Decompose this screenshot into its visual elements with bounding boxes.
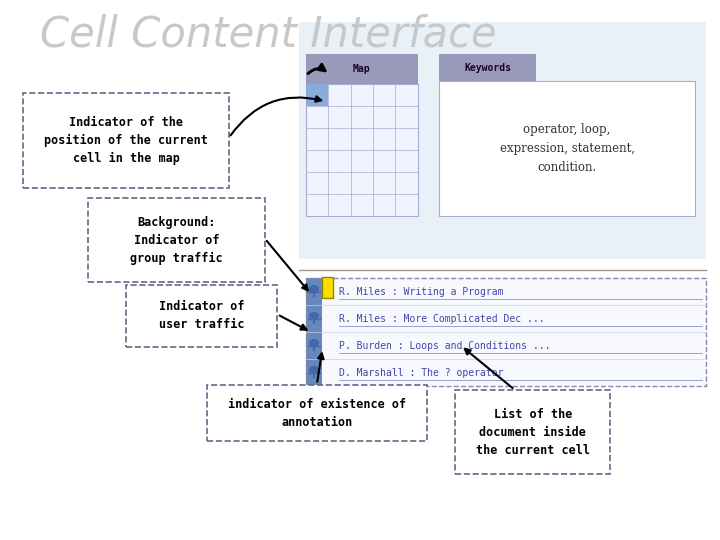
FancyBboxPatch shape (439, 54, 536, 81)
Text: P. Burden : Loops and Conditions ...: P. Burden : Loops and Conditions ... (339, 341, 551, 350)
Text: Background:
Indicator of
group traffic: Background: Indicator of group traffic (130, 215, 222, 265)
Text: Cell Content Interface: Cell Content Interface (40, 14, 496, 56)
FancyBboxPatch shape (306, 84, 328, 106)
Circle shape (310, 286, 318, 292)
FancyBboxPatch shape (207, 384, 426, 442)
Text: R. Miles : More Complicated Dec ...: R. Miles : More Complicated Dec ... (339, 314, 545, 323)
Text: Keywords: Keywords (464, 63, 511, 72)
FancyBboxPatch shape (306, 54, 418, 84)
FancyBboxPatch shape (306, 278, 322, 386)
Circle shape (310, 367, 318, 373)
Text: List of the
document inside
the current cell: List of the document inside the current … (476, 408, 590, 456)
Text: Map: Map (353, 64, 371, 74)
Circle shape (310, 340, 318, 346)
Text: R. Miles : Writing a Program: R. Miles : Writing a Program (339, 287, 503, 296)
FancyBboxPatch shape (89, 198, 265, 282)
Text: indicator of existence of
annotation: indicator of existence of annotation (228, 397, 406, 429)
FancyBboxPatch shape (126, 285, 277, 347)
Text: Indicator of
user traffic: Indicator of user traffic (159, 300, 244, 332)
FancyBboxPatch shape (23, 93, 229, 188)
FancyBboxPatch shape (306, 84, 418, 216)
Circle shape (310, 313, 318, 319)
FancyBboxPatch shape (322, 277, 333, 298)
Text: D. Marshall : The ? operator: D. Marshall : The ? operator (339, 368, 503, 377)
Text: operator, loop,
expression, statement,
condition.: operator, loop, expression, statement, c… (500, 123, 634, 174)
FancyBboxPatch shape (455, 390, 610, 474)
FancyBboxPatch shape (439, 81, 695, 216)
FancyBboxPatch shape (299, 22, 706, 259)
Text: Indicator of the
position of the current
cell in the map: Indicator of the position of the current… (44, 116, 208, 165)
FancyBboxPatch shape (306, 278, 706, 386)
